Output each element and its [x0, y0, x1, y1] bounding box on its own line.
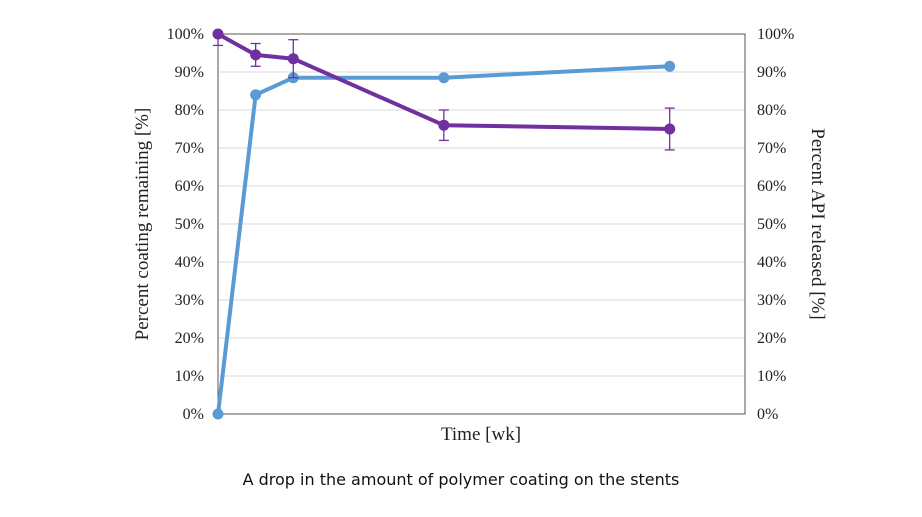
plot-area-border: [217, 33, 746, 415]
right-tick-label: 90%: [757, 64, 786, 81]
left-tick-label: 20%: [175, 330, 204, 347]
x-axis-title: Time [wk]: [441, 424, 521, 445]
left-tick-label: 40%: [175, 254, 204, 271]
left-tick-label: 80%: [175, 102, 204, 119]
figure-caption: A drop in the amount of polymer coating …: [242, 470, 680, 489]
left-tick-label: 90%: [175, 64, 204, 81]
right-tick-label: 40%: [757, 254, 786, 271]
left-tick-label: 0%: [183, 406, 204, 423]
left-tick-label: 30%: [175, 292, 204, 309]
left-axis-title: Percent coating remaining [%]: [132, 108, 153, 341]
chart: 0% 10% 20% 30% 40% 50% 60% 70% 80% 90% 100% 0% 10% 2…: [132, 26, 828, 445]
data-point: [250, 89, 262, 101]
data-point: [438, 72, 450, 84]
series-0: [212, 28, 676, 151]
right-tick-label: 20%: [757, 330, 786, 347]
right-tick-label: 80%: [757, 102, 786, 119]
series-layer: [212, 28, 676, 420]
data-point: [287, 53, 299, 65]
data-point: [664, 60, 676, 72]
data-point: [438, 119, 450, 131]
data-point: [212, 408, 224, 420]
left-tick-label: 100%: [167, 26, 204, 43]
data-point: [212, 28, 224, 40]
gridlines: [218, 71, 745, 377]
right-tick-label: 60%: [757, 178, 786, 195]
right-axis-ticks: 0% 10% 20% 30% 40% 50% 60% 70% 80% 90% 100%: [757, 26, 794, 423]
left-tick-label: 10%: [175, 368, 204, 385]
right-tick-label: 70%: [757, 140, 786, 157]
right-tick-label: 30%: [757, 292, 786, 309]
right-tick-label: 100%: [757, 26, 794, 43]
left-tick-label: 50%: [175, 216, 204, 233]
left-tick-label: 60%: [175, 178, 204, 195]
data-point: [250, 49, 262, 61]
right-tick-label: 50%: [757, 216, 786, 233]
left-axis-ticks: 0% 10% 20% 30% 40% 50% 60% 70% 80% 90% 100%: [167, 26, 204, 423]
data-point: [664, 123, 676, 135]
left-tick-label: 70%: [175, 140, 204, 157]
right-axis-title: Percent API released [%]: [807, 128, 828, 320]
right-tick-label: 10%: [757, 368, 786, 385]
right-tick-label: 0%: [757, 406, 778, 423]
